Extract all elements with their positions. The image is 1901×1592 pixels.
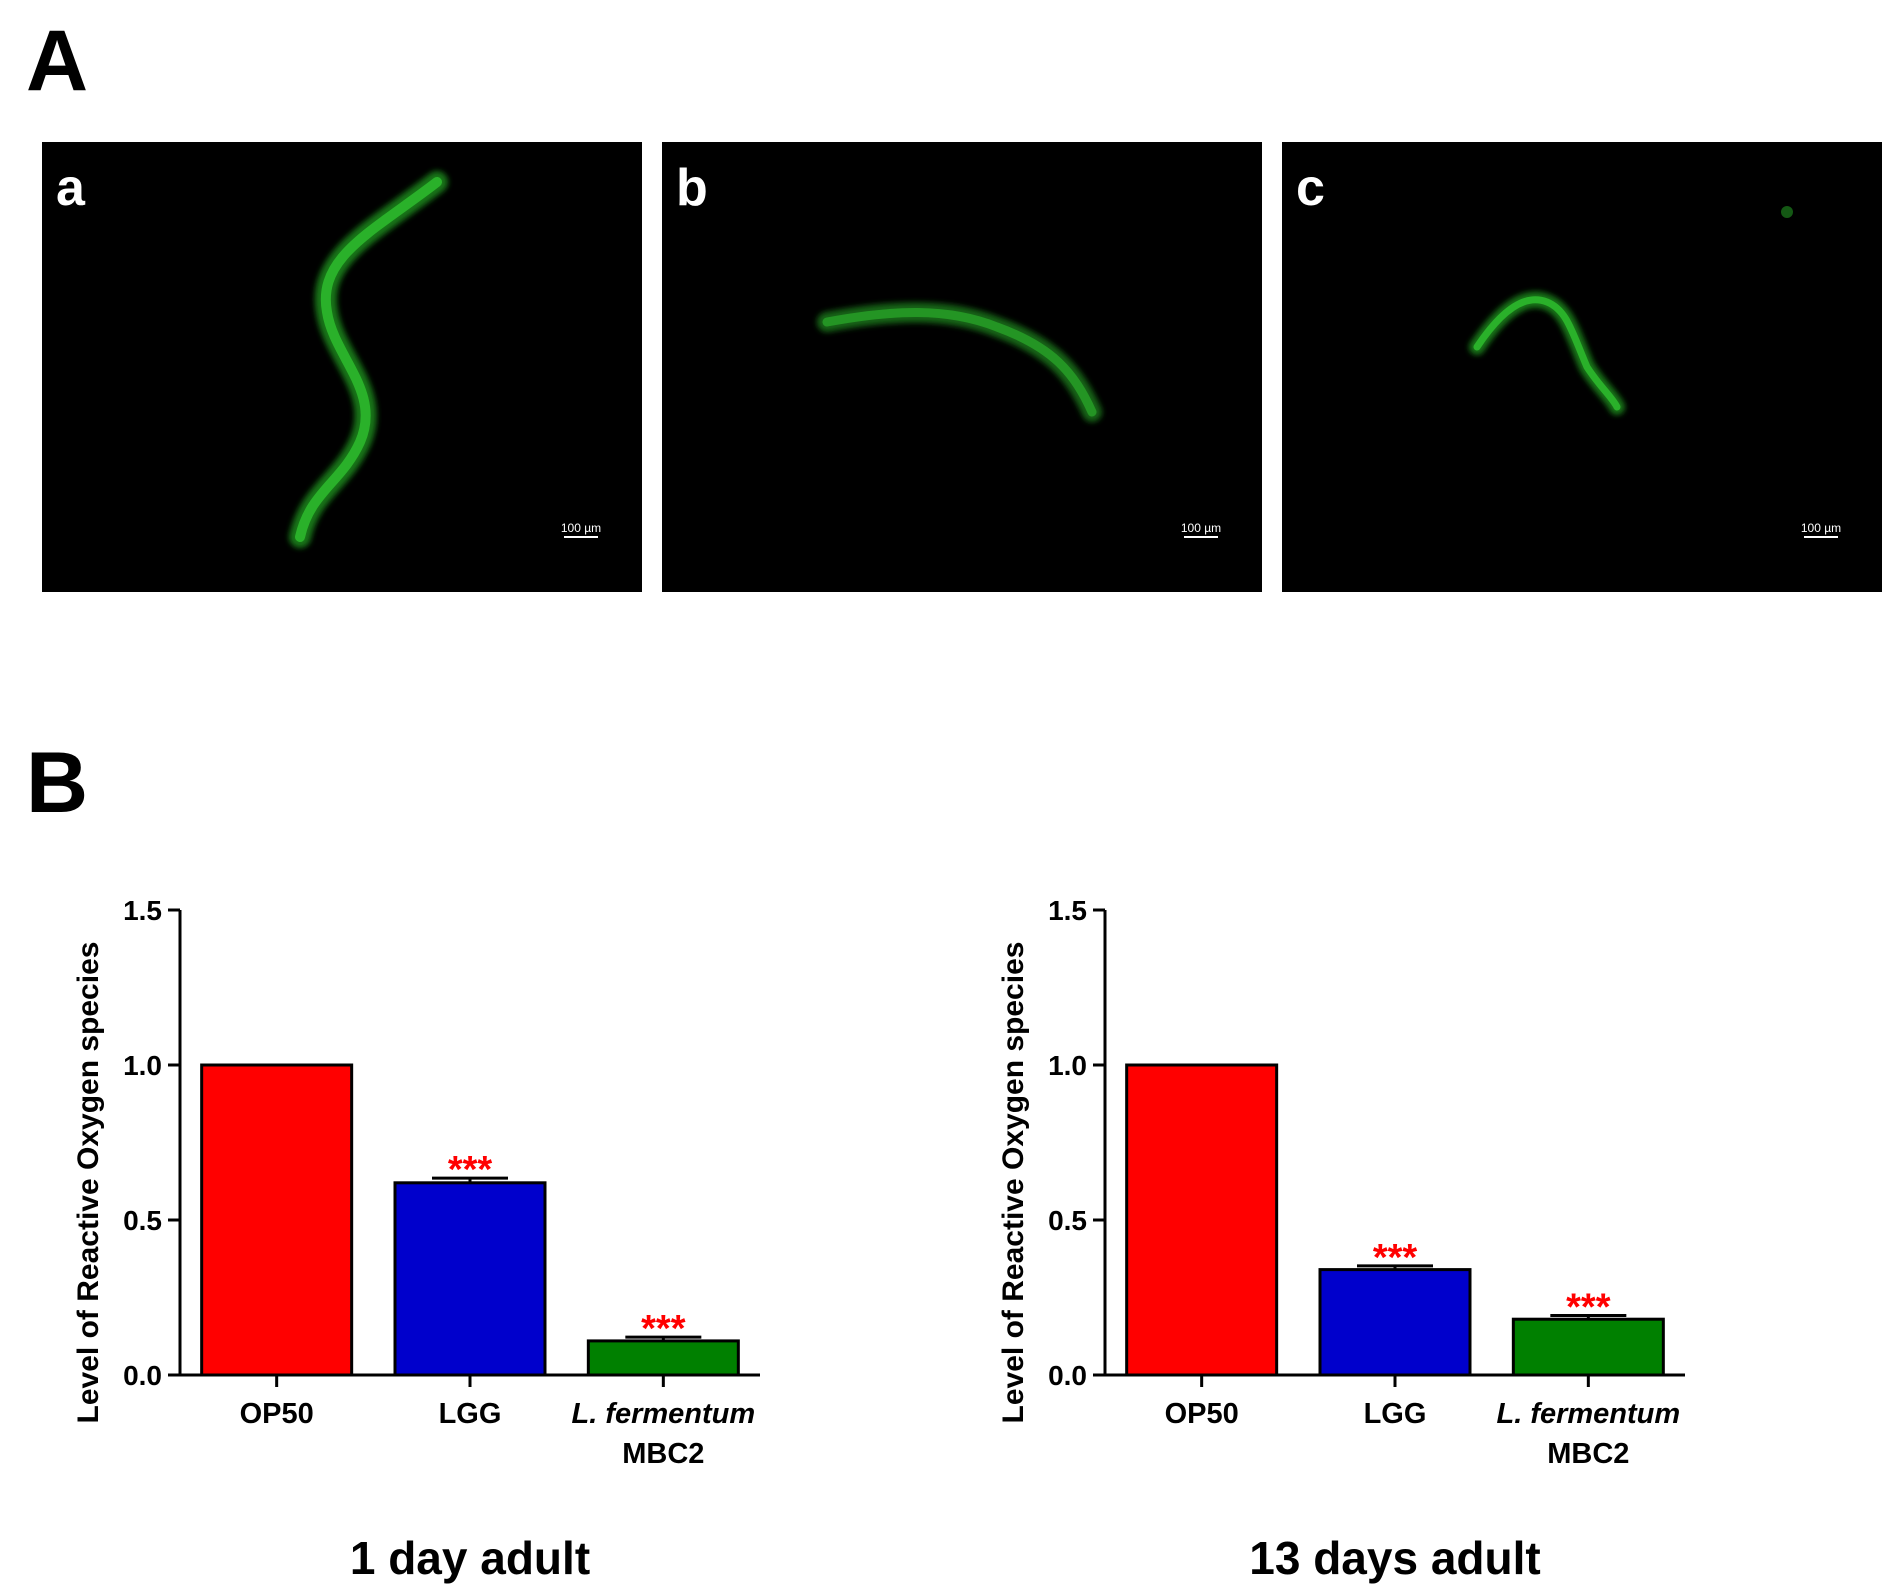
micrograph-label-c: c [1296, 159, 1325, 217]
x-tick-label: LGG [1364, 1398, 1427, 1430]
y-tick-label: 0.5 [123, 1205, 162, 1236]
micrograph-row: a 100 µm b 100 µm [42, 142, 1882, 592]
x-tick-label: OP50 [1165, 1398, 1239, 1430]
worm-image-c [1469, 206, 1793, 415]
scale-bar-b: 100 µm [1176, 522, 1226, 538]
y-axis-label: Level of Reactive Oxygen species [997, 942, 1030, 1424]
scale-bar-line-a [564, 536, 598, 538]
scale-bar-label-c: 100 µm [1800, 521, 1842, 535]
panel-label-b: B [26, 735, 89, 831]
bar-chart-svg-13-days: Level of Reactive Oxygen species 0.0 0.5 1.… [997, 895, 1685, 1470]
significance-label: *** [641, 1308, 686, 1350]
y-tick-label: 1.5 [123, 895, 162, 926]
chart-footer-1-day: 1 day adult [349, 1532, 591, 1584]
bar [1125, 1063, 1279, 1377]
worm-image-a [289, 171, 448, 548]
y-tick-label: 0.5 [1048, 1205, 1087, 1236]
x-tick-label: L. fermentum [1496, 1398, 1680, 1430]
x-tick-label: LGG [439, 1398, 502, 1430]
scale-bar-label-a: 100 µm [560, 521, 602, 535]
significance-label: *** [448, 1149, 493, 1191]
significance-label: *** [1566, 1286, 1611, 1328]
x-tick-label: MBC2 [622, 1438, 704, 1470]
scale-bar-line-b [1184, 536, 1218, 538]
y-tick-label: 0.0 [123, 1360, 162, 1391]
x-tick-label: OP50 [240, 1398, 314, 1430]
bar [200, 1063, 354, 1377]
y-tick-label: 1.5 [1048, 895, 1087, 926]
bar-chart-13-days: Level of Reactive Oxygen species 0.0 0.5 1.… [965, 830, 1865, 1590]
micrograph-panel-a: a 100 µm [42, 142, 642, 592]
micrograph-label-b: b [676, 159, 708, 217]
scale-bar-label-b: 100 µm [1180, 521, 1222, 535]
y-axis-label: Level of Reactive Oxygen species [72, 942, 105, 1424]
bar-chart-svg-1-day: Level of Reactive Oxygen species 0.0 0.5 1.… [72, 895, 760, 1470]
bar [1511, 1317, 1665, 1377]
scale-bar-a: 100 µm [556, 522, 606, 538]
y-tick-label: 0.0 [1048, 1360, 1087, 1391]
micrograph-label-a: a [56, 159, 85, 217]
bar [1318, 1268, 1472, 1377]
y-tick-label: 1.0 [1048, 1050, 1087, 1081]
micrograph-panel-b: b 100 µm [662, 142, 1262, 592]
scale-bar-line-c [1804, 536, 1838, 538]
bar [586, 1339, 740, 1377]
panel-label-a: A [26, 13, 89, 109]
x-tick-label: MBC2 [1547, 1438, 1629, 1470]
significance-label: *** [1373, 1237, 1418, 1279]
micrograph-panel-c: c 100 µm [1282, 142, 1882, 592]
worm-image-b [817, 302, 1102, 422]
bar-chart-1-day: Level of Reactive Oxygen species 0.0 0.5 1.… [40, 830, 940, 1590]
scale-bar-c: 100 µm [1796, 522, 1846, 538]
y-tick-label: 1.0 [123, 1050, 162, 1081]
bar [393, 1181, 547, 1377]
chart-footer-13-days: 13 days adult [1249, 1532, 1541, 1584]
x-tick-label: L. fermentum [571, 1398, 755, 1430]
